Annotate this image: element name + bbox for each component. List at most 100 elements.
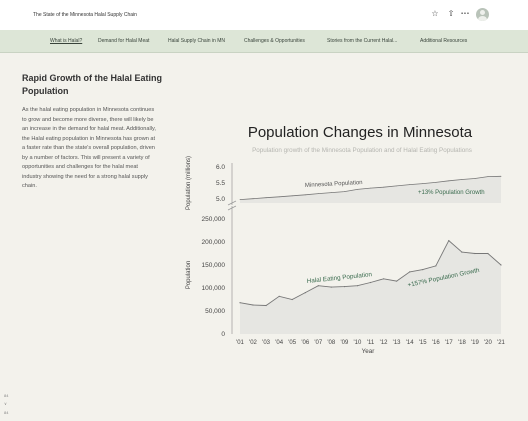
bottom-data-point xyxy=(317,285,319,287)
x-tick-label: '21 xyxy=(497,340,505,346)
bottom-data-point xyxy=(369,281,372,284)
bottom-data-point xyxy=(396,280,398,282)
bottom-data-point xyxy=(356,285,358,287)
top-data-point xyxy=(409,184,411,185)
bottom-data-point xyxy=(448,240,450,242)
nav-item-challenges[interactable]: Challenges & Opportunities xyxy=(244,38,305,44)
top-data-point xyxy=(448,180,450,182)
page-mark: ∨ xyxy=(4,401,7,406)
chart-title: Population Changes in Minnesota xyxy=(248,124,473,141)
x-tick-label: '11 xyxy=(367,340,375,346)
x-tick-label: '12 xyxy=(380,340,388,346)
x-tick-label: '10 xyxy=(353,340,361,346)
page-mark: 84 xyxy=(4,410,9,415)
x-tick-label: '04 xyxy=(275,340,283,346)
nav-item-what-is-halal[interactable]: What is Halal? xyxy=(50,38,83,44)
x-tick-label: '01 xyxy=(236,340,244,346)
bottom-data-point xyxy=(291,298,293,301)
bottom-data-point xyxy=(474,252,476,255)
y-tick-label: 5.5 xyxy=(216,180,225,187)
x-tick-label: '02 xyxy=(249,340,257,346)
top-data-point xyxy=(370,187,371,189)
bottom-series-area xyxy=(240,240,501,334)
top-series-label: Minnesota Population xyxy=(305,180,363,189)
bottom-series-label: Halal Eating Population xyxy=(306,271,372,285)
x-tick-label: '07 xyxy=(314,340,322,346)
x-tick-label: '20 xyxy=(484,340,492,346)
x-tick-label: '06 xyxy=(301,340,309,346)
bottom-data-point xyxy=(500,264,502,266)
nav-item-resources[interactable]: Additional Resources xyxy=(420,38,468,44)
top-axis-label: Population (millions) xyxy=(186,156,192,210)
avatar[interactable] xyxy=(476,8,489,21)
top-data-point xyxy=(239,199,241,200)
y-tick-label: 0 xyxy=(221,331,225,338)
nav-item-supply-chain[interactable]: Halal Supply Chain in MN xyxy=(168,38,225,44)
population-chart: Population Changes in Minnesota Populatio… xyxy=(186,124,506,355)
share-icon[interactable]: ⇧ xyxy=(447,9,455,18)
bottom-data-point xyxy=(239,302,241,304)
y-axis-break xyxy=(227,163,237,334)
bottom-data-point xyxy=(343,286,345,288)
star-icon[interactable]: ☆ xyxy=(431,9,439,18)
y-tick-label: 150,000 xyxy=(202,262,226,269)
x-tick-label: '03 xyxy=(262,340,270,346)
bottom-data-point xyxy=(265,304,267,307)
top-data-point xyxy=(265,197,267,199)
top-data-point xyxy=(357,189,358,190)
x-tick-label: '18 xyxy=(458,340,466,346)
top-data-point xyxy=(278,196,280,198)
chart-subtitle: Population growth of the Minnesota Popul… xyxy=(252,147,472,154)
top-series-annotation: +13% Population Growth xyxy=(418,190,485,196)
sidebar-heading: Rapid Growth of the Halal Eating Populat… xyxy=(22,73,163,96)
y-tick-label: 100,000 xyxy=(202,285,226,292)
x-tick-label: '05 xyxy=(288,340,296,346)
top-data-point xyxy=(500,175,502,177)
bottom-data-point xyxy=(461,251,463,253)
x-tick-label: '16 xyxy=(432,340,440,346)
y-tick-label: 250,000 xyxy=(202,216,226,223)
bottom-data-point xyxy=(409,271,411,273)
top-series-area xyxy=(240,176,501,203)
bottom-data-point xyxy=(487,252,489,255)
top-data-point xyxy=(252,198,254,200)
x-tick-label: '13 xyxy=(393,340,401,346)
more-icon[interactable]: ••• xyxy=(460,11,470,17)
nav-item-demand[interactable]: Demand for Halal Meat xyxy=(98,38,150,44)
site-title[interactable]: The State of the Minnesota Halal Supply … xyxy=(33,12,137,18)
x-tick-label: '19 xyxy=(471,340,479,346)
top-data-point xyxy=(435,182,437,183)
bottom-data-point xyxy=(435,265,437,267)
bottom-axis-label: Population xyxy=(186,261,192,289)
x-tick-label: '15 xyxy=(419,340,427,346)
sidebar-body: As the halal eating population in Minnes… xyxy=(22,107,156,189)
top-data-point xyxy=(474,178,476,179)
top-data-point xyxy=(330,192,332,193)
x-axis-label: Year xyxy=(362,348,375,355)
top-data-point xyxy=(317,193,319,194)
page-mark: 84 xyxy=(4,393,9,398)
nav-item-stories[interactable]: Stories from the Current Halal... xyxy=(327,38,398,44)
y-tick-label: 50,000 xyxy=(205,308,225,315)
y-tick-label: 6.0 xyxy=(216,164,225,171)
top-data-point xyxy=(422,183,424,184)
top-data-point xyxy=(461,179,463,180)
top-data-point xyxy=(487,176,489,177)
x-tick-label: '14 xyxy=(406,340,414,346)
bottom-data-point xyxy=(330,286,332,288)
top-data-point xyxy=(304,194,306,196)
y-tick-label: 5.0 xyxy=(216,196,225,203)
top-data-point xyxy=(396,185,397,187)
x-tick-label: '17 xyxy=(445,340,453,346)
nav-bar: What is Halal? Demand for Halal Meat Hal… xyxy=(0,30,528,53)
y-tick-label: 200,000 xyxy=(202,239,226,246)
bottom-data-point xyxy=(252,304,254,306)
bottom-data-point xyxy=(278,295,280,297)
x-tick-label: '08 xyxy=(327,340,335,346)
bottom-data-point xyxy=(422,269,424,271)
x-tick-label: '09 xyxy=(340,340,348,346)
top-data-point xyxy=(291,195,293,197)
bottom-data-point xyxy=(304,292,306,294)
top-data-point xyxy=(383,186,384,188)
bottom-data-point xyxy=(383,278,385,280)
